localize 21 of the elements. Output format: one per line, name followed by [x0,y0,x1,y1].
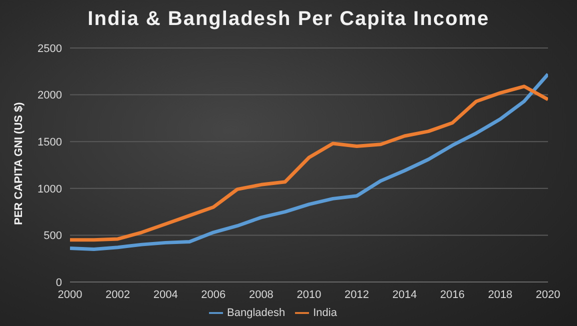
y-tick-label: 1000 [38,183,62,196]
legend-label: Bangladesh [227,306,286,319]
x-tick-label: 2012 [344,288,370,301]
y-tick-label: 0 [56,276,62,289]
x-tick-label: 2006 [201,288,226,301]
x-tick-label: 2004 [153,288,178,301]
chart-title: India & Bangladesh Per Capita Income [86,8,490,31]
y-tick-label: 2000 [38,90,62,102]
y-axis-title: PER CAPITA GNI (US $) [12,102,25,225]
x-tick-label: 2002 [106,288,130,301]
y-tick-label: 2500 [38,42,62,55]
x-tick-label: 2008 [248,288,274,301]
y-tick-label: 500 [44,230,62,242]
x-tick-label: 2018 [488,288,512,301]
x-tick-label: 2016 [440,288,465,301]
x-tick-label: 2000 [58,288,82,301]
x-tick-label: 2014 [392,288,417,301]
x-tick-label: 2020 [536,288,560,301]
x-tick-label: 2010 [296,288,322,301]
legend-label: India [313,306,337,319]
y-tick-label: 1500 [38,136,62,149]
